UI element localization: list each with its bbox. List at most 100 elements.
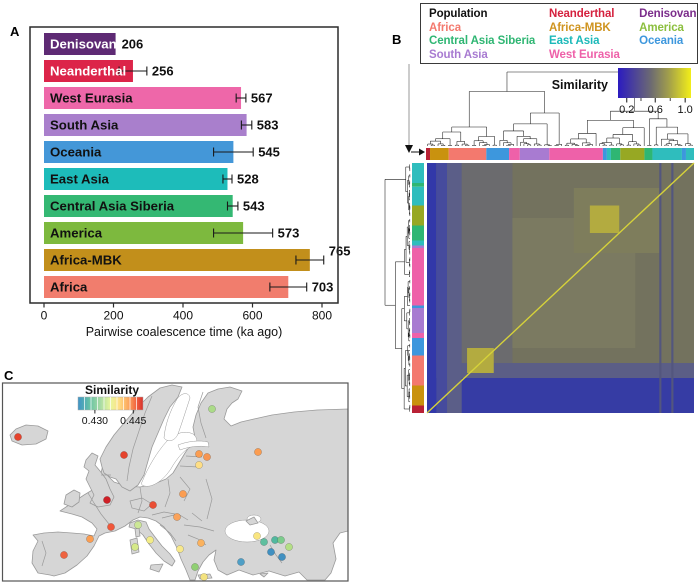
similarity-point (120, 451, 128, 459)
heatmap-colorbar-tick-label: 1.0 (678, 104, 693, 116)
bar-category-label: Denisovan (50, 37, 117, 52)
map-colorbar-title: Similarity (84, 383, 140, 397)
x-tick-label: 0 (41, 309, 48, 323)
similarity-point (237, 558, 245, 566)
similarity-point (195, 450, 203, 458)
x-tick-label: 600 (242, 309, 262, 323)
europe-similarity-map: 0.430 0.445 (1, 382, 349, 582)
legend-entry-america: America (639, 21, 684, 34)
similarity-point (200, 573, 208, 581)
bar-value-label: 256 (152, 64, 174, 79)
legend-column: Population Africa Central Asia Siberia Sout… (429, 8, 541, 63)
similarity-point (195, 461, 203, 469)
bar-value-label: 528 (237, 172, 259, 187)
similarity-point (149, 501, 157, 509)
legend-entry-south-asia: South Asia (429, 48, 488, 61)
bar-africa-mbk (44, 249, 310, 271)
bar-value-label: 703 (312, 280, 334, 295)
map-colorbar: 0.430 0.445 (77, 396, 147, 427)
heatmap-grid (426, 162, 695, 414)
legend-entry-west-eurasia: West Eurasia (549, 48, 620, 61)
ordering-arrow (405, 64, 425, 156)
bar-category-label: America (50, 226, 103, 241)
legend-entry-oceania: Oceania (639, 35, 684, 48)
map-colorbar-tick-label: 0.445 (120, 415, 146, 427)
legend-entry-denisovan: Denisovan (639, 8, 697, 20)
coalescence-bar-chart: Denisovan 206 Neanderthal 256 West Eurasia 56… (29, 26, 350, 323)
similarity-point (197, 539, 205, 547)
bar-south-asia (44, 114, 247, 136)
bar-africa (44, 276, 289, 298)
bar-denisovan (44, 33, 116, 55)
x-tick-label: 200 (103, 309, 123, 323)
legend-entry-africa-mbk: Africa-MBK (549, 21, 611, 34)
left-dendrogram (384, 164, 411, 412)
bar-west-eurasia (44, 87, 242, 109)
heatmap-colorbar-tick-label: 0.2 (619, 104, 634, 116)
heatmap-colorbar-title: Similarity (551, 78, 608, 92)
top-dendrogram (427, 71, 693, 146)
panel-b-label: B (392, 32, 402, 47)
legend-column: Neanderthal Africa-MBK East Asia West Euras… (549, 8, 631, 63)
panel-c-label: C (4, 368, 14, 383)
legend-entry-neanderthal: Neanderthal (549, 8, 615, 20)
similarity-point (173, 513, 181, 521)
bar-oceania (44, 141, 234, 163)
bar-value-label: 573 (278, 226, 300, 241)
legend-entry-east-asia: East Asia (549, 35, 600, 48)
x-axis-title: Pairwise coalescence time (ka ago) (85, 325, 283, 339)
map-land: 0.430 0.445 (9, 384, 348, 581)
similarity-point (191, 563, 199, 571)
legend-entry-population: Population (429, 8, 488, 20)
similarity-point (260, 538, 268, 546)
legend-entry-africa: Africa (429, 21, 461, 34)
map-colorbar-tick-label: 0.430 (82, 415, 108, 427)
similarity-point (208, 405, 216, 413)
country-borders (41, 391, 283, 567)
population-legend: Population Africa Central Asia Siberia Sout… (420, 3, 698, 64)
bar-value-label: 567 (251, 91, 273, 106)
bar-category-label: Africa (50, 280, 88, 295)
plot-frame (29, 26, 339, 304)
similarity-point (131, 543, 139, 551)
heatmap-colorbar: 0.2 0.6 1.0 (618, 68, 693, 116)
similarity-point (134, 521, 142, 529)
similarity-heatmap-panel: 0.2 0.6 1.0 (384, 64, 695, 414)
bar-labels: Denisovan 206 Neanderthal 256 West Eurasia 56… (50, 37, 350, 295)
column-annotation-strip (426, 148, 694, 160)
map-frame (1, 382, 349, 582)
bar-central-asia-siberia (44, 195, 233, 217)
similarity-point (179, 490, 187, 498)
bars (44, 33, 310, 298)
bar-value-label: 206 (122, 37, 144, 52)
bar-value-label: 543 (243, 199, 265, 214)
bar-category-label: South Asia (50, 118, 119, 133)
similarity-point (60, 551, 68, 559)
bar-category-label: West Eurasia (50, 91, 133, 106)
bar-category-label: Neanderthal (50, 64, 126, 79)
error-bars (118, 66, 325, 292)
similarity-point (86, 535, 94, 543)
x-tick-label: 400 (173, 309, 193, 323)
x-tick-label: 800 (312, 309, 332, 323)
similarity-point (254, 448, 262, 456)
legend-entry-central-asia-siberia: Central Asia Siberia (429, 35, 536, 48)
bar-category-label: Africa-MBK (50, 253, 122, 268)
bar-category-label: Oceania (50, 145, 102, 160)
bar-category-label: East Asia (50, 172, 110, 187)
bar-east-asia (44, 168, 228, 190)
similarity-point (278, 553, 286, 561)
similarity-point (103, 496, 111, 504)
similarity-point (176, 545, 184, 553)
similarity-point (146, 536, 154, 544)
similarity-point (253, 532, 261, 540)
bar-america (44, 222, 244, 244)
map-points (14, 405, 293, 581)
similarity-point (277, 536, 285, 544)
bar-value-label: 583 (257, 118, 279, 133)
row-annotation-strip (412, 163, 424, 413)
x-axis: 0 200 400 600 800 (41, 303, 332, 323)
bar-category-label: Central Asia Siberia (50, 199, 175, 214)
heatmap-diagonal (426, 162, 695, 414)
